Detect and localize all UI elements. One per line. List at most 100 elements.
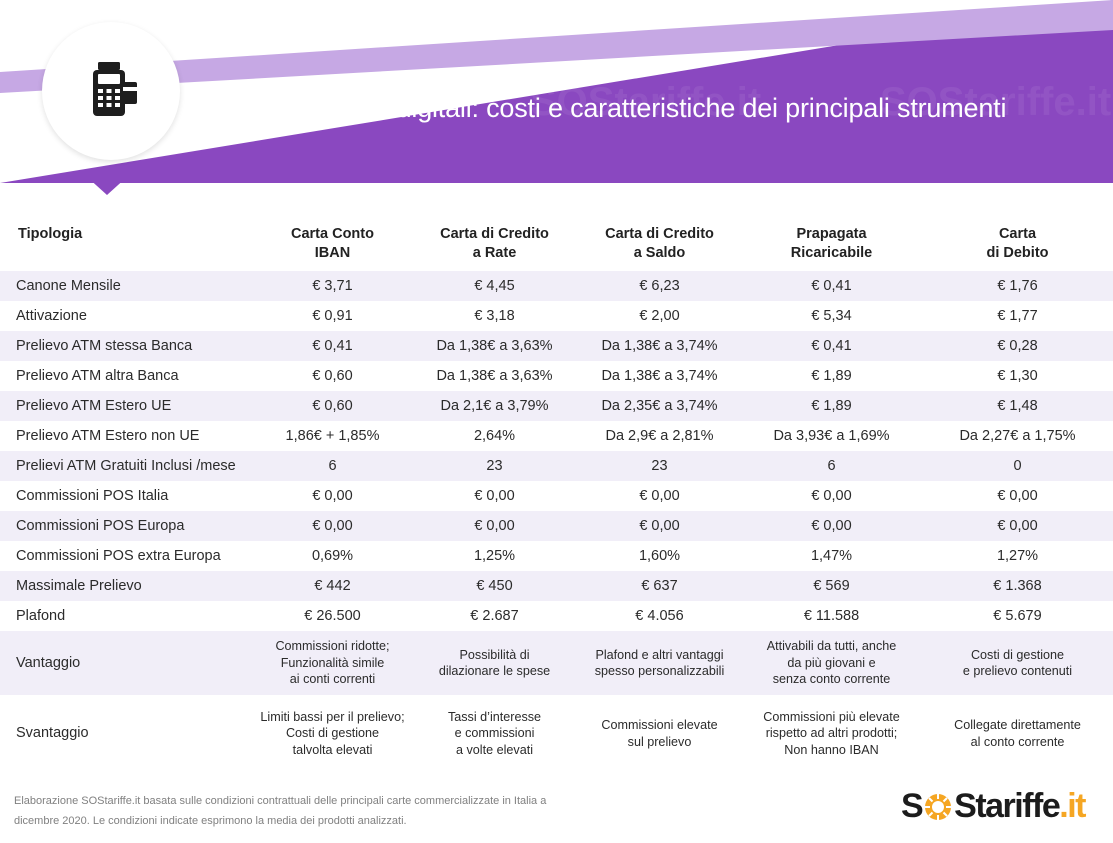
- table-cell: € 0,41: [741, 331, 922, 361]
- row-label: Prelievo ATM Estero UE: [0, 391, 254, 421]
- table-cell: € 0,00: [811, 488, 852, 504]
- table-row: Commissioni POS Europa € 0,00 € 0,00 € 0,00…: [0, 511, 1113, 541]
- column-header-credito-rate: Carta di Credito a Rate: [440, 226, 549, 261]
- row-label: Commissioni POS Europa: [0, 511, 254, 541]
- table-cell: € 0,41: [254, 331, 411, 361]
- table-cell: € 0,60: [312, 368, 353, 384]
- table-row-svantaggio: Svantaggio Limiti bassi per il prelievo;…: [0, 695, 1113, 772]
- table-cell: Da 2,1€ a 3,79%: [411, 391, 578, 421]
- table-cell: Commissioni elevate sul prelievo: [601, 718, 718, 749]
- watermark: SOStariffe.it: [530, 80, 762, 124]
- table-cell: Tassi d’interesse e commissioni a volte el…: [447, 709, 542, 757]
- table-cell: € 2,00: [639, 308, 680, 324]
- row-label: Massimale Prelievo: [0, 571, 254, 601]
- table-cell: € 1,89: [741, 391, 922, 421]
- table-row-vantaggio: Vantaggio Commissioni ridotte; Funzionali…: [0, 631, 1113, 695]
- table-cell: € 0,00: [312, 488, 353, 504]
- column-header-credito-saldo: Carta di Credito a Saldo: [605, 226, 714, 261]
- table-cell: € 0,41: [741, 271, 922, 301]
- table-row: Prelievo ATM Estero non UE 1,86€ + 1,85% 2…: [0, 421, 1113, 451]
- table-cell: Attivabili da tutti, anche da più giovani…: [741, 631, 922, 695]
- table-cell: € 4.056: [635, 608, 684, 624]
- table-cell: 1,25%: [473, 548, 516, 564]
- footnote: Elaborazione SOStariffe.it basata sulle …: [14, 791, 634, 831]
- table-cell: 23: [411, 451, 578, 481]
- table-row: Prelievi ATM Gratuiti Inclusi /mese 6 23 23…: [0, 451, 1113, 481]
- row-label: Svantaggio: [16, 725, 89, 742]
- header-icon-circle: [42, 22, 180, 160]
- table-cell: € 0,00: [578, 511, 741, 541]
- table-cell: € 2.687: [470, 608, 519, 624]
- table-row: Plafond € 26.500 € 2.687 € 4.056 € 11.588 € 5…: [0, 601, 1113, 631]
- table-cell: € 450: [411, 571, 578, 601]
- table-cell: € 0,00: [997, 488, 1038, 504]
- footnote-line: dicembre 2020. Le condizioni indicate es…: [14, 815, 407, 827]
- table-cell: Da 1,38€ a 3,74%: [578, 331, 741, 361]
- row-label: Plafond: [16, 608, 66, 624]
- column-header-carta-conto: Carta Conto IBAN: [291, 226, 374, 261]
- table-cell: € 1.368: [922, 571, 1113, 601]
- table-row: Prelievo ATM altra Banca € 0,60 Da 1,38€ a…: [0, 361, 1113, 391]
- brand-tld: .it: [1059, 787, 1086, 825]
- table-cell: 0,69%: [311, 548, 354, 564]
- row-label: Commissioni POS extra Europa: [16, 548, 221, 564]
- table-cell: Possibilità di dilazionare le spese: [411, 631, 578, 695]
- table-cell: € 1,48: [922, 391, 1113, 421]
- table-row: Attivazione € 0,91 € 3,18 € 2,00 € 5,34 € 1,7…: [0, 301, 1113, 331]
- column-header-prepagata: Prapagata Ricaricabile: [790, 226, 873, 261]
- brand-letter: S: [900, 787, 924, 825]
- table-cell: € 0,91: [312, 308, 353, 324]
- table-cell: € 5,34: [811, 308, 852, 324]
- page-title: Pagamenti digitali: costi e caratteristi…: [262, 93, 1007, 123]
- table-cell: € 637: [578, 571, 741, 601]
- table-cell: Commissioni ridotte; Funzionalità simile a…: [254, 631, 411, 695]
- table-cell: € 0,00: [474, 488, 515, 504]
- header-banner: SOStariffe.it SOStariffe.it SOStariffe.i…: [0, 0, 1113, 185]
- table-cell: € 3,71: [254, 271, 411, 301]
- table-cell: € 1,30: [997, 368, 1038, 384]
- row-label: Prelievo ATM stessa Banca: [0, 331, 254, 361]
- table-cell: Da 1,38€ a 3,74%: [601, 368, 718, 384]
- table-cell: Plafond e altri vantaggi spesso personali…: [578, 631, 741, 695]
- pos-terminal-icon: [93, 62, 137, 116]
- header-pointer: [86, 176, 128, 195]
- row-label: Attivazione: [16, 308, 87, 324]
- table-cell: Da 1,38€ a 3,63%: [411, 331, 578, 361]
- table-cell: € 0,00: [639, 488, 680, 504]
- table-cell: € 0,00: [254, 511, 411, 541]
- table-row: Prelievo ATM Estero UE € 0,60 Da 2,1€ a 3,…: [0, 391, 1113, 421]
- table-cell: 1,60%: [638, 548, 681, 564]
- table-cell: 0: [922, 451, 1113, 481]
- table-cell: 1,27%: [996, 548, 1039, 564]
- table-cell: € 1,76: [922, 271, 1113, 301]
- row-label: Canone Mensile: [0, 271, 254, 301]
- table-cell: 6: [254, 451, 411, 481]
- footnote-line: Elaborazione SOStariffe.it basata sulle …: [14, 795, 547, 807]
- table-cell: 1,86€ + 1,85%: [285, 428, 380, 444]
- table-cell: 1,47%: [810, 548, 853, 564]
- table-cell: € 11.588: [803, 608, 860, 624]
- table-cell: Da 3,93€ a 1,69%: [773, 428, 890, 444]
- table-cell: € 0,00: [741, 511, 922, 541]
- table-cell: € 1,89: [811, 368, 852, 384]
- table-cell: € 5.679: [993, 608, 1042, 624]
- watermark: SOStariffe.it: [180, 80, 412, 124]
- table-row: Commissioni POS extra Europa 0,69% 1,25% 1,…: [0, 541, 1113, 571]
- table-cell: € 569: [741, 571, 922, 601]
- table-cell: Collegate direttamente al conto corrente: [954, 718, 1081, 749]
- table-cell: € 26.500: [304, 608, 361, 624]
- table-cell: Da 1,38€ a 3,63%: [436, 368, 553, 384]
- table-row: Prelievo ATM stessa Banca € 0,41 Da 1,38€ …: [0, 331, 1113, 361]
- table-cell: Da 2,35€ a 3,74%: [578, 391, 741, 421]
- table-cell: Costi di gestione e prelievo contenuti: [922, 631, 1113, 695]
- column-header-tipologia: Tipologia: [18, 226, 83, 242]
- table-cell: € 0,00: [922, 511, 1113, 541]
- row-label: Prelievo ATM Estero non UE: [16, 428, 200, 444]
- column-header-debito: Carta di Debito: [986, 226, 1049, 261]
- table-cell: 23: [578, 451, 741, 481]
- table-cell: 6: [741, 451, 922, 481]
- table-cell: € 0,60: [254, 391, 411, 421]
- table-cell: € 0,00: [411, 511, 578, 541]
- table-row: Massimale Prelievo € 442 € 450 € 637 € 569 € …: [0, 571, 1113, 601]
- table-cell: 2,64%: [473, 428, 516, 444]
